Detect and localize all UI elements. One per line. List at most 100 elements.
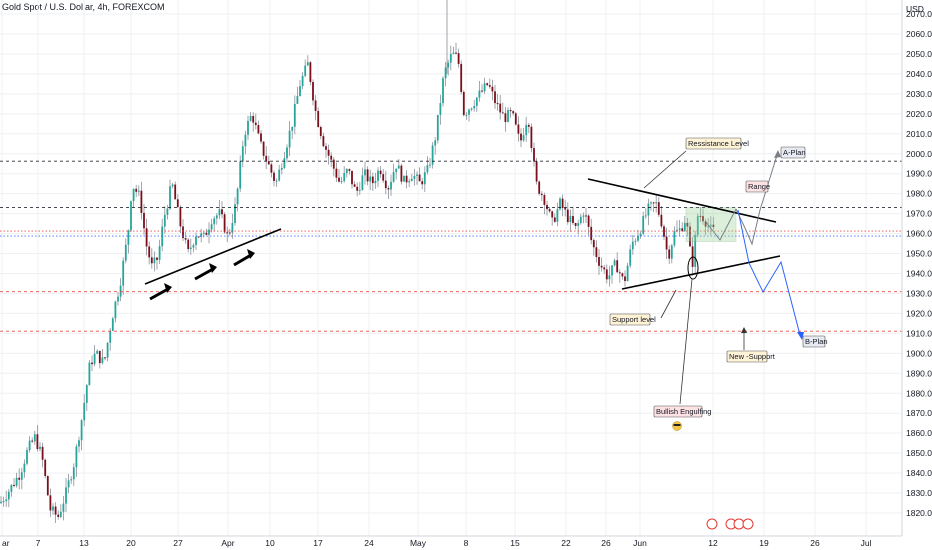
candle-body xyxy=(603,267,606,270)
candle-body xyxy=(423,172,426,185)
price-tick-label: 1980.00 xyxy=(906,189,932,199)
candle-body xyxy=(319,126,322,137)
chart-title: Gold Spot / U.S. Dollar, 4h, FOREXCOM xyxy=(2,2,165,12)
candle-body xyxy=(309,62,312,82)
engulfing-circle xyxy=(687,256,699,280)
candle-body xyxy=(517,124,520,134)
candle-body xyxy=(83,402,86,421)
candle-body xyxy=(382,174,385,181)
candle-body xyxy=(364,169,366,176)
candle-body xyxy=(197,236,200,238)
candle-body xyxy=(660,214,663,227)
time-tick-label: 15 xyxy=(510,538,520,548)
candle-body xyxy=(405,175,408,183)
candle-body xyxy=(400,165,403,182)
price-tick-label: 1960.00 xyxy=(906,229,932,239)
candle-body xyxy=(174,184,177,200)
candle-body xyxy=(618,272,621,274)
candle-body xyxy=(587,215,590,227)
candle-body xyxy=(234,204,236,223)
candle-body xyxy=(481,90,483,92)
candle-body xyxy=(712,224,715,228)
candle-body xyxy=(548,209,551,212)
candle-body xyxy=(475,97,478,106)
candle-body xyxy=(707,226,710,228)
candle-body xyxy=(91,362,93,365)
candle-body xyxy=(148,246,151,258)
a-plan-label: A-Plan xyxy=(783,148,806,157)
candle-body xyxy=(52,506,54,511)
candle-body xyxy=(496,103,499,105)
b-plan-label: B-Plan xyxy=(805,337,828,346)
candle-body xyxy=(491,86,494,92)
candle-body xyxy=(54,506,57,515)
candle-body xyxy=(449,53,452,63)
candle-body xyxy=(678,228,681,230)
candle-body xyxy=(390,181,392,190)
candle-body xyxy=(57,514,60,517)
candle-body xyxy=(556,209,559,222)
candle-body xyxy=(533,148,535,162)
time-tick-label: 24 xyxy=(364,538,374,548)
candle-body xyxy=(579,216,582,224)
candle-body xyxy=(93,353,96,365)
candle-body xyxy=(158,246,161,260)
candle-body xyxy=(179,207,182,227)
candle-body xyxy=(582,215,585,217)
candle-body xyxy=(644,215,647,217)
candle-body xyxy=(184,238,187,240)
candle-body xyxy=(507,110,509,122)
candle-body xyxy=(221,209,223,215)
candle-body xyxy=(338,177,340,182)
candle-body xyxy=(247,120,249,135)
price-tick-label: 1950.00 xyxy=(906,249,932,259)
candle-body xyxy=(530,126,533,149)
candle-body xyxy=(699,215,702,217)
price-tick-label: 2060.00 xyxy=(906,29,932,39)
price-tick-label: 1890.00 xyxy=(906,368,932,378)
candle-body xyxy=(122,260,125,286)
candle-body xyxy=(306,62,309,66)
candle-body xyxy=(239,161,242,189)
triangle-resistance-line xyxy=(587,178,777,223)
candle-body xyxy=(418,174,421,182)
candle-body xyxy=(564,208,567,210)
candle-body xyxy=(637,235,639,241)
candle-body xyxy=(512,111,515,114)
candle-body xyxy=(296,96,299,104)
time-tick-label: 26 xyxy=(601,538,611,548)
time-tick-label: 8 xyxy=(464,538,469,548)
economic-event-icon xyxy=(742,518,754,530)
candle-body xyxy=(0,501,2,504)
a-plan-arrowhead xyxy=(774,150,781,158)
resistance-level-label: Ressistance Level xyxy=(688,139,749,148)
candle-body xyxy=(20,472,23,480)
candle-body xyxy=(67,480,70,488)
candle-body xyxy=(384,180,387,189)
candle-body xyxy=(143,212,145,229)
candle-body xyxy=(109,330,112,343)
candle-body xyxy=(514,113,517,125)
candle-body xyxy=(200,233,203,237)
candle-body xyxy=(626,265,629,282)
candle-body xyxy=(522,135,525,141)
candle-body xyxy=(611,265,613,276)
candle-body xyxy=(288,130,291,148)
candle-body xyxy=(283,158,286,168)
candle-body xyxy=(117,296,119,302)
candle-body xyxy=(169,186,171,209)
price-tick-label: 2000.00 xyxy=(906,149,932,159)
new-support-label-box xyxy=(726,350,768,363)
candle-body xyxy=(44,459,47,477)
price-tick-label: 1920.00 xyxy=(906,308,932,318)
candle-body xyxy=(590,226,593,241)
trend-arrow-shaft xyxy=(194,267,214,281)
economic-event-icon xyxy=(706,518,718,530)
candle-body xyxy=(436,114,439,141)
candle-body xyxy=(462,91,465,116)
candle-body xyxy=(447,62,450,68)
candle-body xyxy=(28,440,31,451)
time-tick-label: 10 xyxy=(265,538,275,548)
